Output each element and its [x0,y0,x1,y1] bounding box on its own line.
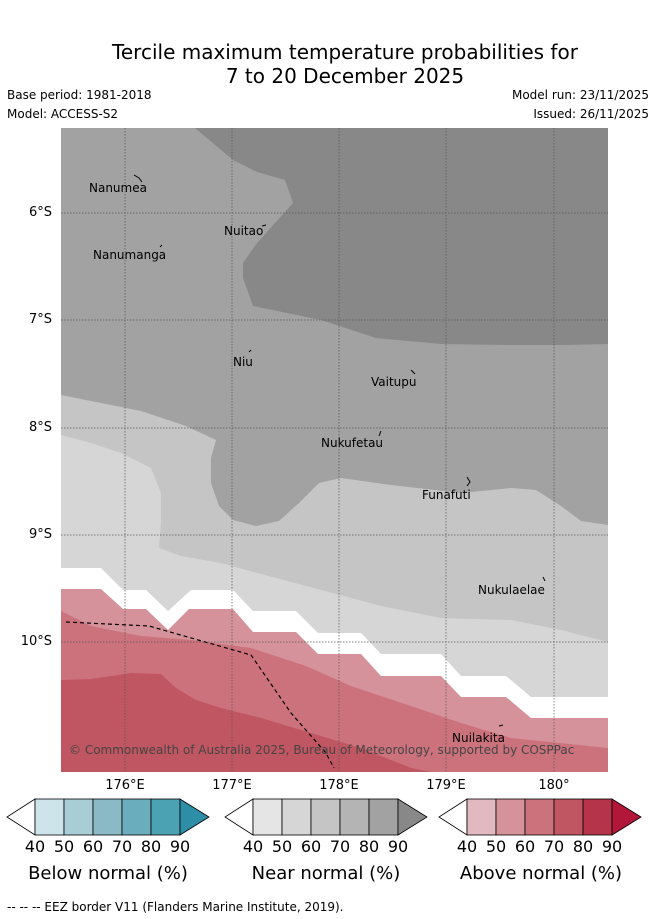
colorbar-above-swatch [524,798,555,836]
lon-label-179e: 179°E [426,778,466,793]
colorbar-near-tick: 60 [300,837,322,856]
colorbar-below-tick: 60 [82,837,104,856]
lat-label-7s: 7°S [28,312,52,327]
colorbar-near-title: Near normal (%) [251,863,401,884]
place-vaitupu: Vaitupu [371,375,417,389]
colorbar-below-swatch [121,798,152,836]
colorbar-below-swatch [92,798,123,836]
colorbar-near-swatch [339,798,370,836]
lat-label-9s: 9°S [28,527,52,542]
colorbar-near-swatch [368,798,399,836]
lat-label-10s: 10°S [20,634,52,649]
colorbar-below-under-triangle [6,798,36,836]
colorbar-above-tick: 40 [456,837,478,856]
colorbar-above-tick: 60 [514,837,536,856]
colorbar-below-swatch [63,798,94,836]
probability-map: Nanumea Nuitao Nanumanga Niu Vaitupu Nuk… [61,128,608,772]
colorbar-near-tick: 80 [358,837,380,856]
issued-date: Issued: 26/11/2025 [533,107,649,121]
lon-label-176e: 176°E [105,778,145,793]
island-nuitao-shape [261,224,267,227]
colorbar-near-tick: 90 [387,837,409,856]
colorbar-near-tick: 50 [271,837,293,856]
colorbar-below-normal [6,798,210,836]
colorbar-below-tick: 50 [53,837,75,856]
colorbar-above-swatch [582,798,613,836]
title-line-2: 7 to 20 December 2025 [225,64,465,88]
colorbar-above-normal [438,798,642,836]
graticule [61,128,608,772]
place-nuilakita: Nuilakita [452,731,505,745]
colorbar-below-tick: 80 [140,837,162,856]
colorbar-near-normal [224,798,428,836]
colorbar-near-tick: 40 [242,837,264,856]
colorbar-above-tick: 90 [601,837,623,856]
colorbar-above-tick: 70 [543,837,565,856]
colorbar-below-ticks: 40 50 60 70 80 90 [6,837,216,857]
model-run: Model run: 23/11/2025 [511,88,649,102]
colorbar-below-over-triangle [179,798,210,836]
colorbar-above-ticks: 40 50 60 70 80 90 [438,837,648,857]
lon-label-177e: 177°E [212,778,252,793]
base-period: Base period: 1981-2018 [7,88,152,102]
place-nanumanga: Nanumanga [93,248,166,262]
colorbar-below-tick: 90 [169,837,191,856]
island-nukulaelae-shape [542,576,546,582]
lon-label-178e: 178°E [319,778,359,793]
colorbar-near-swatch [252,798,283,836]
place-funafuti: Funafuti [422,488,471,502]
colorbar-near-ticks: 40 50 60 70 80 90 [224,837,434,857]
above-normal-70-80-region [61,673,431,772]
colorbar-above-swatch [553,798,584,836]
colorbar-above-title: Above normal (%) [459,863,623,884]
colorbar-near-swatch [310,798,341,836]
colorbar-above-tick: 80 [572,837,594,856]
island-vaitupu-shape [410,369,416,375]
islands [133,174,546,727]
colorbar-near-under-triangle [224,798,254,836]
island-nukufetau-shape [378,430,382,437]
colorbar-below-title: Below normal (%) [28,863,188,884]
colorbar-above-swatch [466,798,497,836]
colorbar-above-swatch [495,798,526,836]
map-title: Tercile maximum temperature probabilitie… [0,40,655,88]
island-nanumea-shape [133,174,143,183]
place-nuitao: Nuitao [224,224,263,238]
colorbar-below-swatch [34,798,65,836]
colorbar-below-swatch [150,798,181,836]
colorbar-below-tick: 70 [111,837,133,856]
lon-label-180: 180° [538,778,570,793]
eez-border [65,621,335,769]
place-nukulaelae: Nukulaelae [478,583,545,597]
colorbar-above-over-triangle [611,798,642,836]
colorbar-near-tick: 70 [329,837,351,856]
island-niu-shape [248,349,252,353]
place-niu: Niu [233,355,253,369]
copyright-credit: © Commonwealth of Australia 2025, Bureau… [69,743,574,757]
colorbar-above-tick: 50 [485,837,507,856]
island-nuilakita-shape [498,724,504,727]
colorbar-near-over-triangle [397,798,428,836]
lat-label-6s: 6°S [28,205,52,220]
island-funafuti-shape [466,476,471,487]
colorbar-near-swatch [281,798,312,836]
place-nukufetau: Nukufetau [321,436,383,450]
title-line-1: Tercile maximum temperature probabilitie… [112,40,578,64]
island-nanumanga-shape [159,244,163,248]
model-name: Model: ACCESS-S2 [7,107,119,121]
near-normal-90-region [195,128,608,345]
colorbar-below-tick: 40 [24,837,46,856]
lat-label-8s: 8°S [28,420,52,435]
colorbar-above-under-triangle [438,798,468,836]
eez-footnote: -- -- -- EEZ border V11 (Flanders Marine… [7,900,344,914]
place-nanumea: Nanumea [89,181,147,195]
